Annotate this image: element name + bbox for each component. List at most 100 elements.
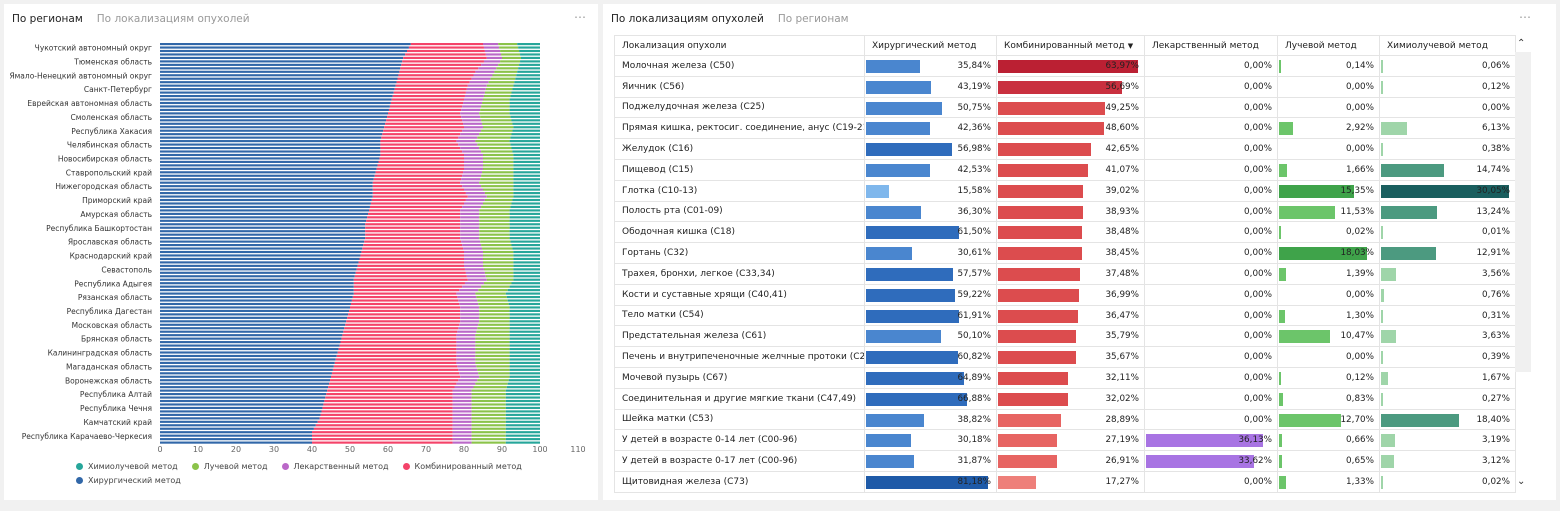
bar-segment-Химиолучевой метод[interactable]: [509, 237, 540, 240]
bar-segment-Комбинированный метод[interactable]: [327, 389, 453, 392]
bar-segment-Лучевой метод[interactable]: [478, 323, 510, 326]
table-row[interactable]: Яичник (С56) 43,19% 56,69% 0,00% 0,00% 0,12%: [614, 75, 1516, 98]
bar-segment-Комбинированный метод[interactable]: [353, 278, 468, 281]
bar-segment-Хирургический метод[interactable]: [160, 434, 312, 437]
bar-segment-Комбинированный метод[interactable]: [364, 240, 462, 243]
bar-segment-Химиолучевой метод[interactable]: [510, 136, 540, 139]
bar-segment-Хирургический метод[interactable]: [160, 285, 354, 288]
bar-segment-Химиолучевой метод[interactable]: [505, 410, 540, 413]
scroll-down-icon[interactable]: ⌄: [1517, 476, 1526, 487]
bar-segment-Лекарственный метод[interactable]: [456, 347, 476, 351]
bar-segment-Хирургический метод[interactable]: [160, 77, 398, 80]
bar-segment-Лекарственный метод[interactable]: [456, 344, 476, 347]
table-row[interactable]: Гортань (С32) 30,61% 38,45% 0,00% 18,03% 12,9…: [614, 242, 1516, 264]
column-header[interactable]: Лекарственный метод: [1144, 35, 1278, 56]
bar-segment-Лучевой метод[interactable]: [481, 174, 514, 177]
bar-segment-Лучевой метод[interactable]: [475, 344, 510, 347]
bar-segment-Комбинированный метод[interactable]: [355, 271, 466, 274]
bar-segment-Лучевой метод[interactable]: [475, 334, 510, 337]
bar-segment-Хирургический метод[interactable]: [160, 289, 354, 292]
bar-segment-Лучевой метод[interactable]: [483, 268, 514, 271]
table-row[interactable]: У детей в возрасте 0-14 лет (С00-96) 30,1…: [614, 429, 1516, 452]
bar-segment-Лучевой метод[interactable]: [481, 150, 513, 153]
bar-segment-Лекарственный метод[interactable]: [462, 205, 482, 209]
bar-segment-Лучевой метод[interactable]: [480, 115, 511, 118]
bar-segment-Лучевой метод[interactable]: [502, 56, 521, 60]
bar-segment-Хирургический метод[interactable]: [160, 399, 325, 403]
bar-segment-Лекарственный метод[interactable]: [458, 143, 478, 146]
bar-segment-Лучевой метод[interactable]: [483, 188, 514, 191]
bar-segment-Химиолучевой метод[interactable]: [505, 434, 540, 437]
bar-segment-Лекарственный метод[interactable]: [456, 341, 476, 344]
bar-segment-Комбинированный метод[interactable]: [325, 396, 453, 399]
bar-segment-Лучевой метод[interactable]: [485, 275, 514, 278]
bar-segment-Лекарственный метод[interactable]: [452, 396, 472, 399]
bar-segment-Химиолучевой метод[interactable]: [509, 341, 540, 344]
bar-segment-Химиолучевой метод[interactable]: [509, 320, 540, 323]
bar-segment-Химиолучевой метод[interactable]: [510, 240, 540, 243]
bar-segment-Комбинированный метод[interactable]: [388, 112, 461, 115]
bar-segment-Лекарственный метод[interactable]: [464, 282, 484, 285]
bar-segment-Хирургический метод[interactable]: [160, 382, 330, 385]
bar-segment-Химиолучевой метод[interactable]: [505, 438, 540, 441]
bar-segment-Лекарственный метод[interactable]: [452, 389, 472, 392]
bar-segment-Комбинированный метод[interactable]: [391, 98, 464, 101]
bar-segment-Хирургический метод[interactable]: [160, 247, 363, 250]
bar-segment-Комбинированный метод[interactable]: [405, 53, 486, 56]
bar-segment-Хирургический метод[interactable]: [160, 49, 407, 53]
bar-segment-Комбинированный метод[interactable]: [403, 56, 487, 60]
bar-segment-Химиолучевой метод[interactable]: [509, 216, 540, 219]
bar-segment-Лекарственный метод[interactable]: [463, 247, 483, 250]
bar-segment-Лекарственный метод[interactable]: [460, 181, 480, 184]
bar-segment-Лекарственный метод[interactable]: [462, 285, 482, 288]
bar-segment-Лучевой метод[interactable]: [498, 43, 518, 46]
tab-by-regions[interactable]: По регионам: [12, 13, 83, 25]
bar-segment-Лучевой метод[interactable]: [482, 101, 510, 105]
table-row[interactable]: Полость рта (С01-09) 36,30% 38,93% 0,00% 11,…: [614, 200, 1516, 223]
bar-segment-Химиолучевой метод[interactable]: [513, 261, 540, 264]
bar-segment-Хирургический метод[interactable]: [160, 327, 345, 330]
bar-segment-Хирургический метод[interactable]: [160, 209, 369, 212]
bar-segment-Комбинированный метод[interactable]: [333, 365, 458, 368]
bar-segment-Лекарственный метод[interactable]: [460, 219, 480, 222]
bar-segment-Химиолучевой метод[interactable]: [518, 46, 540, 49]
bar-segment-Лекарственный метод[interactable]: [462, 150, 482, 153]
bar-segment-Хирургический метод[interactable]: [160, 403, 324, 406]
bar-segment-Комбинированный метод[interactable]: [382, 133, 461, 136]
bar-segment-Химиолучевой метод[interactable]: [509, 108, 540, 111]
bar-segment-Химиолучевой метод[interactable]: [505, 431, 540, 434]
bar-segment-Химиолучевой метод[interactable]: [509, 101, 540, 105]
bar-segment-Хирургический метод[interactable]: [160, 341, 341, 344]
bar-segment-Химиолучевой метод[interactable]: [513, 181, 540, 184]
bar-segment-Лекарственный метод[interactable]: [456, 292, 476, 295]
bar-segment-Химиолучевой метод[interactable]: [510, 94, 540, 98]
bar-segment-Лекарственный метод[interactable]: [460, 112, 480, 115]
bar-segment-Комбинированный метод[interactable]: [331, 375, 461, 378]
bar-segment-Хирургический метод[interactable]: [160, 84, 396, 87]
bar-segment-Химиолучевой метод[interactable]: [505, 389, 540, 392]
bar-segment-Комбинированный метод[interactable]: [385, 122, 464, 125]
bar-segment-Хирургический метод[interactable]: [160, 438, 312, 441]
bar-segment-Комбинированный метод[interactable]: [366, 219, 461, 222]
bar-segment-Лекарственный метод[interactable]: [464, 126, 483, 129]
bar-segment-Лучевой метод[interactable]: [476, 295, 507, 299]
bar-segment-Лучевой метод[interactable]: [486, 278, 514, 281]
bar-segment-Лучевой метод[interactable]: [476, 330, 510, 333]
bar-segment-Комбинированный метод[interactable]: [371, 198, 466, 202]
bar-segment-Комбинированный метод[interactable]: [365, 223, 461, 226]
bar-segment-Хирургический метод[interactable]: [160, 420, 318, 423]
bar-segment-Лучевой метод[interactable]: [479, 375, 510, 378]
column-header[interactable]: Лучевой метод: [1277, 35, 1380, 56]
bar-segment-Хирургический метод[interactable]: [160, 223, 366, 226]
bar-segment-Хирургический метод[interactable]: [160, 337, 342, 340]
bar-segment-Химиолучевой метод[interactable]: [513, 268, 540, 271]
bar-segment-Лучевой метод[interactable]: [496, 67, 519, 70]
bar-segment-Химиолучевой метод[interactable]: [509, 358, 540, 361]
legend-item[interactable]: Хирургический метод: [76, 476, 181, 485]
bar-segment-Комбинированный метод[interactable]: [392, 94, 465, 98]
bar-segment-Лекарственный метод[interactable]: [452, 413, 472, 416]
bar-segment-Хирургический метод[interactable]: [160, 240, 365, 243]
bar-segment-Комбинированный метод[interactable]: [362, 247, 464, 250]
bar-segment-Хирургический метод[interactable]: [160, 181, 373, 184]
bar-segment-Хирургический метод[interactable]: [160, 254, 361, 257]
